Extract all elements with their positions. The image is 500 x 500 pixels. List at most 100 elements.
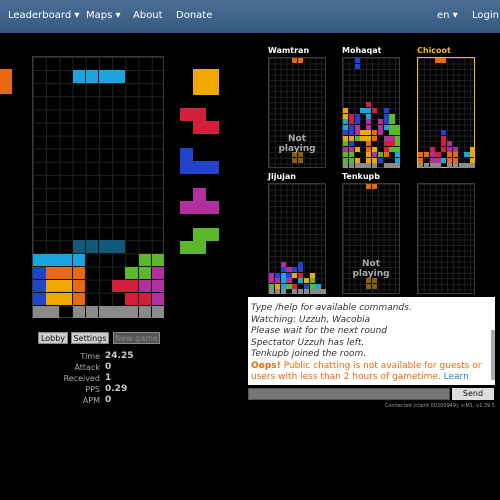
notice-text: Public chatting is not available for gue… — [251, 360, 482, 383]
block — [429, 157, 435, 163]
block — [452, 157, 459, 163]
block — [372, 283, 378, 289]
block — [389, 141, 395, 147]
block — [46, 266, 59, 280]
block — [343, 146, 349, 152]
block — [303, 289, 310, 295]
block — [72, 266, 86, 280]
block — [383, 113, 389, 119]
stat-label: Attack — [74, 363, 100, 372]
block — [72, 240, 86, 253]
next-piece — [193, 201, 206, 214]
block — [321, 289, 327, 295]
block — [99, 240, 112, 253]
board — [342, 183, 400, 294]
block — [315, 289, 321, 295]
block — [112, 305, 125, 319]
nav-link[interactable]: Maps ▾ — [86, 10, 121, 21]
board — [417, 57, 476, 169]
block — [366, 163, 372, 169]
block — [389, 124, 395, 130]
block — [298, 272, 304, 278]
block — [366, 102, 372, 108]
block — [138, 253, 152, 267]
stat-value: 0 — [105, 395, 112, 405]
block — [280, 267, 286, 273]
block — [366, 184, 372, 190]
block — [372, 157, 378, 163]
block — [470, 146, 476, 152]
block — [377, 157, 384, 163]
block — [343, 152, 349, 158]
block — [269, 283, 275, 289]
notice-label: Oops! — [251, 360, 281, 371]
block — [452, 152, 459, 158]
block — [286, 283, 292, 289]
next-piece — [193, 228, 206, 241]
stat-value: 0 — [105, 362, 112, 372]
block — [441, 58, 447, 64]
hold-piece — [0, 69, 12, 94]
block — [354, 130, 360, 136]
block — [423, 163, 430, 169]
block — [395, 152, 401, 158]
block — [429, 146, 435, 152]
block — [292, 58, 298, 64]
nav-link[interactable]: Leaderboard ▾ — [8, 10, 80, 21]
block — [441, 135, 447, 141]
block — [348, 124, 355, 130]
board — [342, 57, 401, 169]
block — [377, 152, 384, 158]
learn-more[interactable]: Learn more — [251, 372, 469, 385]
block — [435, 152, 441, 158]
block — [383, 141, 389, 147]
block — [383, 163, 389, 169]
block — [292, 289, 298, 295]
block — [395, 135, 401, 141]
block — [383, 124, 389, 130]
block — [354, 124, 360, 130]
block — [383, 107, 389, 113]
block — [366, 141, 372, 147]
block — [343, 107, 349, 113]
login[interactable]: Login — [472, 10, 499, 21]
block — [85, 240, 99, 253]
block — [280, 272, 286, 278]
block — [389, 135, 395, 141]
block — [435, 163, 441, 169]
block — [138, 279, 152, 293]
block — [441, 141, 447, 147]
next-piece — [180, 148, 193, 161]
send-button[interactable]: Send — [452, 388, 494, 400]
lobby-button[interactable]: Lobby — [38, 332, 68, 344]
block — [138, 292, 152, 306]
block — [125, 292, 139, 306]
chat-line: Watching: Uzzuh, Wacobia — [251, 314, 371, 325]
chat-input[interactable] — [248, 388, 450, 400]
settings-button[interactable]: Settings — [71, 332, 109, 344]
block — [85, 70, 99, 83]
scrollbar[interactable] — [491, 330, 495, 380]
stat-value: 24.25 — [105, 351, 134, 361]
block — [372, 107, 378, 113]
block — [274, 289, 281, 295]
stat-value: 1 — [105, 373, 112, 383]
block — [72, 70, 86, 83]
block — [366, 146, 372, 152]
language[interactable]: en ▾ — [437, 10, 458, 21]
block — [383, 152, 389, 158]
block — [298, 261, 304, 267]
block — [99, 305, 112, 319]
block — [395, 141, 401, 147]
block — [366, 278, 372, 284]
block — [286, 272, 292, 278]
block — [366, 135, 372, 141]
block — [366, 107, 372, 113]
nav-link[interactable]: About — [133, 10, 163, 21]
block — [125, 279, 139, 293]
nav-link[interactable]: Donate — [176, 10, 213, 21]
block — [348, 141, 355, 147]
block — [372, 152, 378, 158]
block — [366, 113, 372, 119]
chat-line: Spectator Uzzuh has left. — [251, 337, 365, 348]
